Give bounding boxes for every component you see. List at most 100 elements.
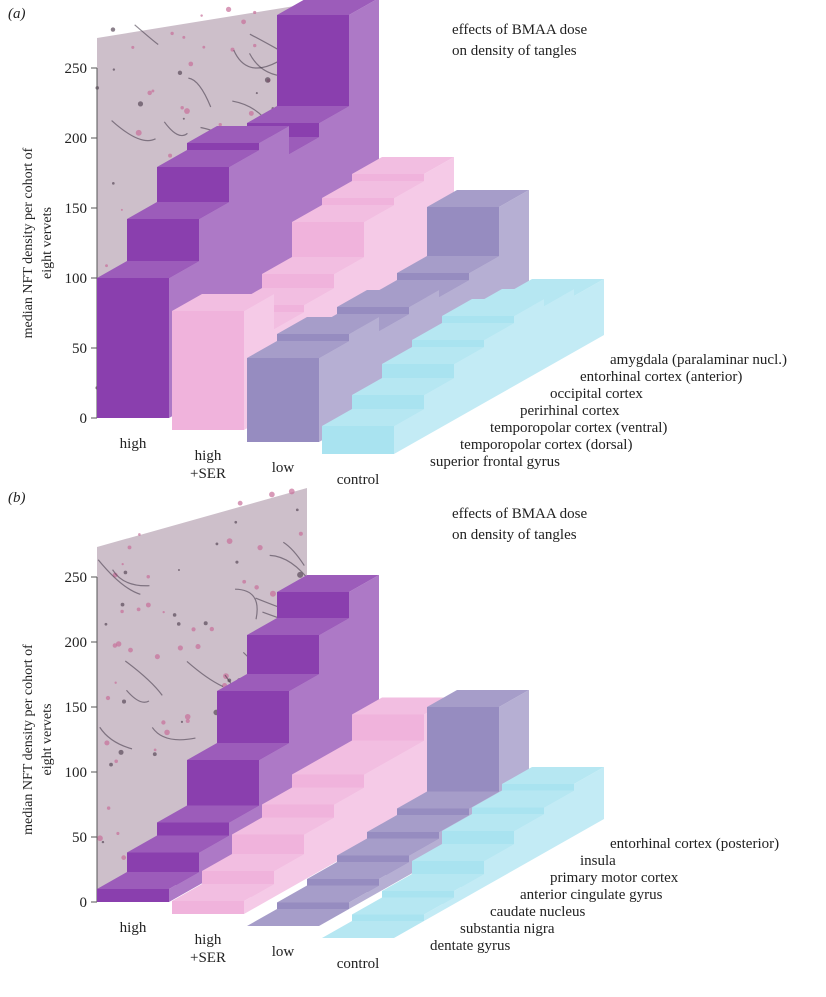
y-tick-label: 200 [65,131,88,147]
y-tick-label: 100 [65,271,88,287]
backdrop-dot [180,106,183,109]
y-tick-label: 100 [65,765,88,781]
backdrop-dot [154,749,157,752]
category-label: dentate gyrus [430,938,511,954]
backdrop-dot [256,92,258,94]
backdrop-dot [299,532,303,536]
text-line: median NFT density per cohort of [21,147,36,338]
backdrop-dot [195,644,200,649]
backdrop-dot [184,108,190,114]
backdrop-dot [242,580,246,584]
backdrop-dot [185,714,191,720]
bar [247,909,349,926]
backdrop-dot [226,7,231,12]
text-line: on density of tangles [452,43,577,59]
backdrop-dot [202,46,205,49]
backdrop-dot [204,621,208,625]
backdrop-dot [147,575,150,578]
legend-label: high [120,920,147,936]
backdrop-dot [163,611,165,613]
legend-label: high +SER [190,448,226,482]
y-tick-label: 0 [80,895,88,911]
backdrop-dot [210,627,214,631]
legend-label: high [120,436,147,452]
backdrop-dot [183,118,185,120]
panel: 050100150200250highhigh+SERlowcontrolden… [8,488,779,972]
backdrop-dot [178,71,182,75]
backdrop-dot [269,492,275,498]
y-tick-label: 50 [72,830,87,846]
text-line: control [337,472,380,488]
category-label: temporopolar cortex (dorsal) [460,437,632,453]
backdrop-dot [122,563,124,565]
backdrop-dot [113,643,117,647]
text-line: on density of tangles [452,527,577,543]
bar [322,921,424,938]
backdrop-dot [219,123,222,126]
backdrop-dot [105,264,108,267]
bar-front [97,278,169,418]
backdrop-dot [116,832,119,835]
bar [352,898,454,922]
backdrop-dot [181,721,183,723]
backdrop-dot [102,841,104,843]
backdrop-dot [121,603,125,607]
backdrop-dot [97,835,103,841]
figure: 0 50 100 150 200 250 high high +SER low control sup… [0,0,826,997]
category-label: perirhinal cortex [520,403,620,419]
text-line: high [195,448,222,464]
legend-label: control [337,956,380,972]
backdrop-dot [115,682,117,684]
backdrop-dot [257,545,262,550]
bar-front [277,903,349,910]
category-label: insula [580,853,616,869]
y-tick-label: 250 [65,61,88,77]
legend-label: high+SER [190,932,226,966]
backdrop-dot [249,111,254,116]
backdrop-dot [151,90,154,93]
backdrop-dot [178,569,180,571]
y-tick-label: 150 [65,700,88,716]
backdrop-dot [104,740,109,745]
text-line: high [120,436,147,452]
backdrop-dot [122,700,126,704]
backdrop-dot [107,806,110,809]
category-label: superior frontal gyrus [430,454,560,470]
backdrop-dot [113,68,115,70]
text-line: +SER [190,466,226,482]
category-label: occipital cortex [550,386,643,402]
backdrop-dot [227,538,233,544]
y-tick-label: 200 [65,635,88,651]
backdrop-dot [153,752,157,756]
text-line: eight vervets [40,704,55,776]
category-label: entorhinal cortex (anterior) [580,369,742,385]
text-line: control [337,956,380,972]
text-line: low [272,460,295,476]
backdrop-dot [161,720,165,724]
text-line: high [120,920,147,936]
y-axis-label: median NFT density per cohort of eight ve… [21,147,55,338]
backdrop-dot [200,14,202,16]
category-label: amygdala (paralaminar nucl.) [610,352,787,368]
backdrop-dot [131,46,134,49]
backdrop-dot [270,591,276,597]
text-line: eight vervets [40,207,55,279]
backdrop-dot [289,489,295,495]
backdrop-dot [136,130,142,136]
text-line: low [272,944,295,960]
backdrop-dot [119,750,124,755]
backdrop-dot [120,610,123,613]
backdrop-dot [121,855,126,860]
backdrop-dot [177,622,181,626]
backdrop-dot [128,648,133,653]
backdrop-dot [106,696,110,700]
backdrop-dot [137,607,141,611]
text-line: effects of BMAA dose [452,506,587,522]
backdrop-dot [147,91,151,95]
backdrop-dot [253,44,256,47]
backdrop-dot [164,730,169,735]
panel-label: (b) [8,490,26,506]
backdrop-dot [241,19,246,24]
bar [277,886,379,910]
backdrop-dot [191,627,195,631]
